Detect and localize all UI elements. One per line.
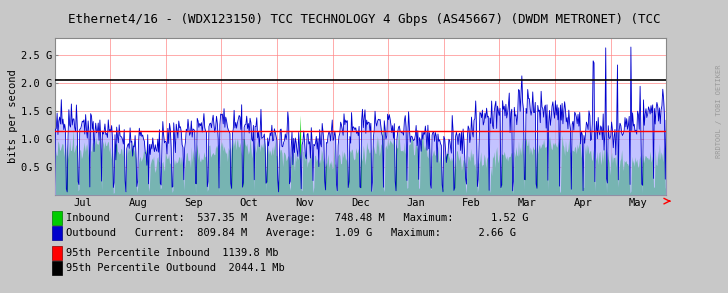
Y-axis label: bits per second: bits per second bbox=[8, 70, 17, 163]
Text: Ethernet4/16 - (WDX123150) TCC TECHNOLOGY 4 Gbps (AS45667) (DWDM METRONET) (TCC: Ethernet4/16 - (WDX123150) TCC TECHNOLOG… bbox=[68, 13, 660, 26]
Text: 95th Percentile Inbound  1139.8 Mb: 95th Percentile Inbound 1139.8 Mb bbox=[66, 248, 278, 258]
Text: RRDTOOL / TOBI OETIKER: RRDTOOL / TOBI OETIKER bbox=[716, 64, 722, 158]
Text: Outbound   Current:  809.84 M   Average:   1.09 G   Maximum:      2.66 G: Outbound Current: 809.84 M Average: 1.09… bbox=[66, 228, 515, 238]
Text: Inbound    Current:  537.35 M   Average:   748.48 M   Maximum:      1.52 G: Inbound Current: 537.35 M Average: 748.4… bbox=[66, 213, 528, 223]
Text: 95th Percentile Outbound  2044.1 Mb: 95th Percentile Outbound 2044.1 Mb bbox=[66, 263, 284, 273]
